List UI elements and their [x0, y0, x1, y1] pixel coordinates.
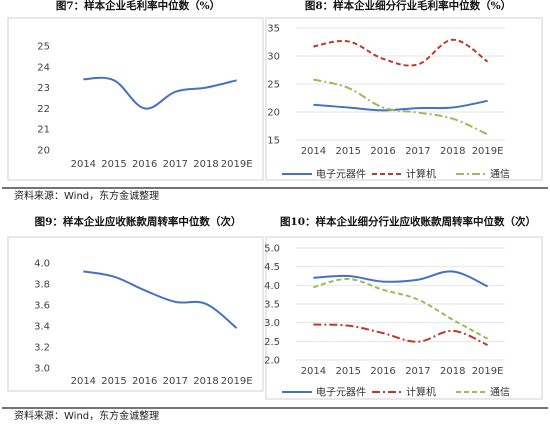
y-tick-label: 4.0 [34, 259, 50, 270]
x-tick-label: 2017 [163, 376, 188, 387]
y-tick-label: 24 [37, 62, 50, 73]
x-tick-label: 2016 [132, 376, 157, 387]
y-tick-label: 35 [267, 24, 280, 35]
x-tick-label: 2019E [472, 366, 504, 377]
y-tick-label: 21 [37, 125, 50, 136]
legend-label: 电子元器件 [316, 168, 366, 181]
series-line-1 [313, 270, 489, 288]
y-tick-label: 25 [267, 80, 280, 91]
y-tick-label: 25 [37, 42, 50, 53]
y-tick-label: 20 [267, 108, 280, 119]
x-tick-label: 2019E [472, 146, 504, 157]
legend-label: 计算机 [406, 168, 436, 181]
y-tick-label: 20 [37, 146, 50, 157]
chart-title: 图9：样本企业应收账款周转率中位数（次） [35, 215, 242, 228]
series-line-1 [83, 270, 238, 329]
source-note: 资料来源：Wind，东方金诚整理 [14, 189, 159, 202]
x-tick-label: 2019E [221, 159, 253, 170]
series-line-1 [313, 99, 488, 112]
chart-frame [7, 17, 264, 181]
y-tick-label: 22 [37, 104, 50, 115]
chart-frame [7, 236, 264, 392]
x-tick-label: 2015 [101, 159, 126, 170]
y-tick-label: 5.0 [264, 244, 280, 255]
y-tick-label: 23 [37, 83, 50, 94]
x-tick-label: 2017 [405, 366, 430, 377]
series-line-1 [83, 76, 237, 110]
x-tick-label: 2017 [163, 159, 188, 170]
chart-panel-4: 图10：样本企业细分行业应收账款周转率中位数（次） 2.0 2.5 3.0 3.5 4.0… [264, 215, 543, 400]
chart-panel-2: 图8：样本企业细分行业毛利率中位数（%） 15 20 25 30 35 2014 2015 20… [265, 0, 543, 181]
legend-label: 电子元器件 [316, 386, 366, 399]
source-note: 资料来源：Wind，东方金诚整理 [14, 409, 159, 422]
x-tick-label: 2016 [370, 366, 395, 377]
series-line-3 [313, 277, 489, 340]
chart-frame [265, 17, 543, 181]
series-line-3 [313, 78, 488, 136]
legend-label: 通信 [490, 169, 510, 181]
x-tick-label: 2019E [221, 376, 253, 387]
x-tick-label: 2016 [132, 159, 157, 170]
x-tick-label: 2016 [370, 146, 395, 157]
y-tick-label: 3.0 [34, 364, 50, 375]
y-tick-label: 3.0 [264, 318, 280, 329]
x-tick-label: 2018 [193, 159, 218, 170]
chart-panel-3: 图9：样本企业应收账款周转率中位数（次） 3.0 3.2 3.4 3.6 3.8 4.0 20… [7, 215, 264, 392]
y-tick-label: 4.0 [264, 281, 280, 292]
chart-title: 图10：样本企业细分行业应收账款周转率中位数（次） [280, 215, 536, 228]
x-tick-label: 2015 [101, 376, 126, 387]
x-tick-label: 2018 [440, 146, 465, 157]
y-tick-label: 15 [267, 136, 280, 147]
y-tick-label: 3.4 [34, 322, 50, 333]
x-tick-label: 2018 [440, 366, 465, 377]
y-tick-label: 3.5 [264, 300, 280, 311]
chart-title: 图7：样本企业毛利率中位数（%） [56, 0, 220, 12]
x-tick-label: 2018 [193, 376, 218, 387]
x-tick-label: 2014 [71, 376, 96, 387]
y-tick-label: 3.6 [34, 301, 50, 312]
y-tick-label: 2.0 [264, 356, 280, 367]
y-tick-label: 30 [267, 52, 280, 63]
y-tick-label: 4.5 [264, 262, 280, 273]
x-tick-label: 2015 [336, 366, 361, 377]
y-tick-label: 3.8 [34, 280, 50, 291]
series-line-2 [313, 323, 488, 346]
x-tick-label: 2014 [301, 366, 326, 377]
chart-title: 图8：样本企业细分行业毛利率中位数（%） [305, 0, 511, 12]
legend-label: 计算机 [406, 386, 436, 399]
x-tick-label: 2014 [301, 146, 326, 157]
series-line-2 [313, 38, 489, 67]
y-tick-label: 3.2 [34, 343, 50, 354]
x-tick-label: 2017 [405, 146, 430, 157]
legend-label: 通信 [490, 387, 510, 399]
chart-panel-1: 图7：样本企业毛利率中位数（%） 20 21 22 23 24 25 2014 2015 2016… [7, 0, 264, 181]
chart-frame [265, 236, 543, 400]
y-tick-label: 2.5 [264, 337, 280, 348]
x-tick-label: 2015 [336, 146, 361, 157]
x-tick-label: 2014 [71, 159, 96, 170]
